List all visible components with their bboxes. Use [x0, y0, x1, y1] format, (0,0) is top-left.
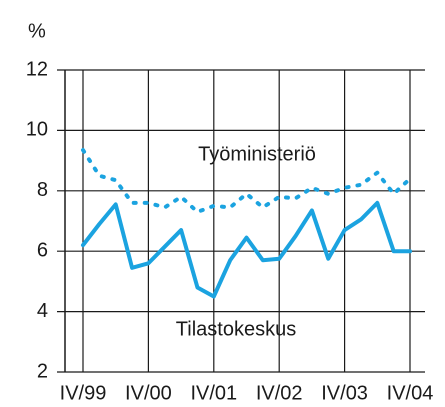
y-tick-label: 4	[37, 300, 48, 322]
series-label: Tilastokeskus	[176, 318, 296, 340]
y-axis-label: %	[28, 20, 46, 42]
x-tick-label: IV/02	[256, 382, 303, 404]
series-line	[81, 148, 412, 214]
y-tick-label: 6	[37, 239, 48, 261]
x-tick-label: IV/01	[190, 382, 237, 404]
series-label: Työministeriö	[198, 143, 316, 165]
y-tick-label: 8	[37, 179, 48, 201]
x-tick-label: IV/03	[321, 382, 368, 404]
y-tick-label: 2	[37, 360, 48, 382]
series-line	[81, 200, 412, 299]
x-tick-label: IV/00	[125, 382, 172, 404]
x-tick-label: IV/04	[387, 382, 434, 404]
x-tick-label: IV/99	[60, 382, 107, 404]
y-tick-label: 12	[26, 58, 48, 80]
y-tick-label: 10	[26, 119, 48, 141]
